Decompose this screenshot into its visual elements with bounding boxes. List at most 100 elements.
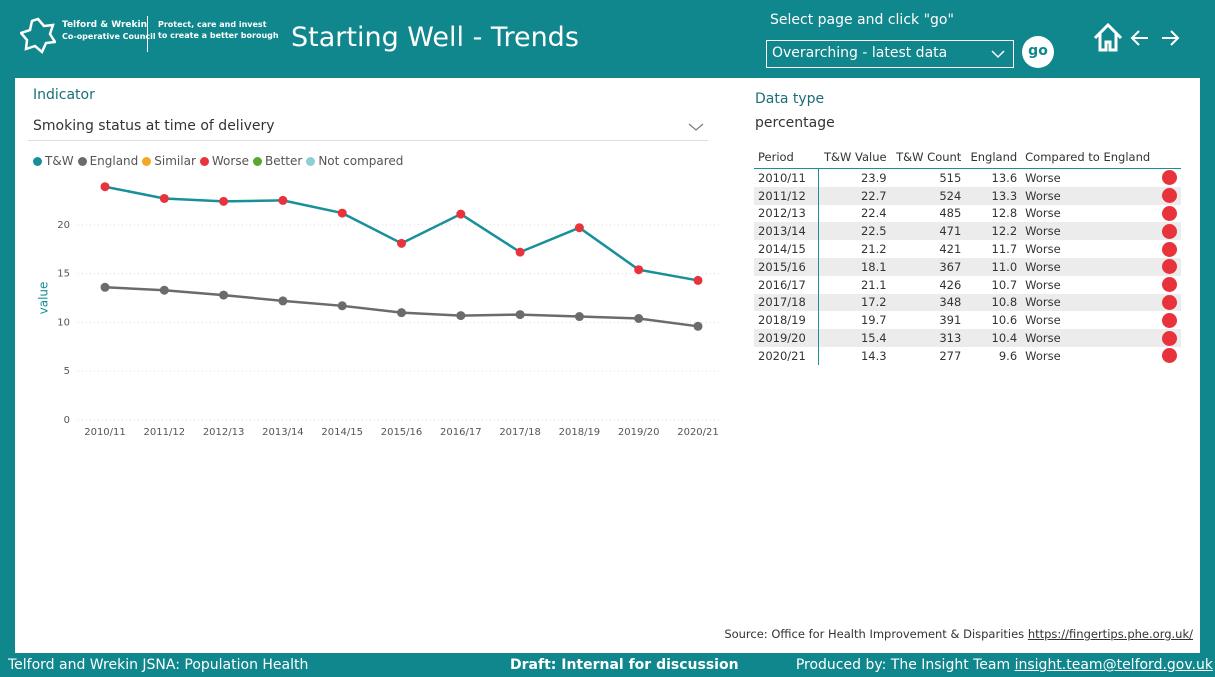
status-dot	[1162, 277, 1177, 293]
status-dot	[1162, 259, 1177, 275]
table-cell: 9.6	[998, 348, 1018, 363]
table-row: 2011/12 22.7 524 13.3 Worse	[754, 186, 1181, 205]
table-cell: Worse	[1025, 295, 1061, 310]
table-cell: 2011/12	[754, 186, 819, 205]
table-cell: 10.4	[991, 331, 1018, 346]
line-chart: 0 5 10 15 20 value 2010/11 2011/12 2012/13 2013/1…	[37, 182, 722, 438]
status-dot	[1162, 348, 1177, 364]
divider	[147, 16, 148, 52]
home-icon[interactable]	[1093, 22, 1123, 52]
indicator-dropdown[interactable]: Smoking status at time of delivery	[28, 112, 708, 141]
table-cell: Worse	[1025, 313, 1061, 328]
table-row: 2017/18 17.2 348 10.8 Worse	[754, 293, 1181, 312]
column-header: T&W Count	[890, 146, 966, 169]
table-row: 2014/15 21.2 421 11.7 Worse	[754, 240, 1181, 258]
table-row: 2012/13 22.4 485 12.8 Worse	[754, 204, 1181, 223]
column-header: T&W Value	[818, 146, 891, 169]
x-tick-label: 2015/16	[381, 427, 423, 438]
footer-email[interactable]: insight.team@telford.gov.uk	[1014, 657, 1213, 673]
status-cell	[1157, 347, 1181, 365]
table-cell: 12.2	[991, 224, 1018, 239]
series-line	[104, 185, 699, 282]
table-cell: 15.4	[860, 331, 887, 346]
y-tick-label: 0	[64, 415, 70, 426]
nav-icons	[1093, 22, 1180, 52]
legend-item: Not compared	[306, 154, 403, 168]
indicator-label: Indicator	[33, 87, 95, 103]
status-cell	[1157, 311, 1181, 329]
legend-label: Worse	[211, 154, 249, 168]
footer-left: Telford and Wrekin JSNA: Population Heal…	[8, 657, 309, 673]
table-cell: 2017/18	[754, 293, 819, 312]
footer-credit: Produced by: The Insight Team	[795, 657, 1011, 673]
table-cell: 14.3	[860, 348, 887, 363]
legend-item: Worse	[199, 154, 249, 168]
source-link[interactable]: https://fingertips.phe.org.uk/	[1027, 627, 1193, 641]
series-line	[104, 286, 699, 328]
table-cell: 23.9	[860, 170, 887, 185]
panel	[15, 78, 1200, 653]
table-row: 2019/20 15.4 313 10.4 Worse	[754, 329, 1181, 347]
legend-swatch	[306, 156, 316, 166]
table-cell: 2013/14	[754, 222, 819, 241]
status-dot	[1162, 223, 1177, 239]
table-cell: 2010/11	[754, 168, 819, 187]
legend-swatch	[252, 156, 262, 166]
chevron	[991, 50, 1005, 59]
column-header: Period	[754, 146, 819, 169]
column-header: Compared to England	[1021, 146, 1157, 169]
table-row: 2015/16 18.1 367 11.0 Worse	[754, 257, 1181, 276]
table-cell: 13.6	[991, 170, 1018, 185]
table-cell: 2019/20	[754, 329, 819, 347]
table-cell: 10.8	[991, 295, 1018, 310]
back-icon[interactable]	[1130, 30, 1148, 46]
x-tick-label: 2012/13	[203, 427, 245, 438]
legend-item: Similar	[142, 154, 196, 168]
page-dropdown[interactable]: Overarching - latest data	[766, 40, 1014, 68]
table-row: 2016/17 21.1 426 10.7 Worse	[754, 275, 1181, 294]
x-tick-label: 2014/15	[321, 427, 363, 438]
table-cell: Worse	[1025, 242, 1061, 257]
x-tick-label: 2017/18	[499, 427, 541, 438]
data-point	[693, 321, 703, 331]
status-cell	[1157, 240, 1181, 258]
table-cell: 12.8	[991, 206, 1018, 221]
status-cell	[1157, 329, 1181, 347]
table-cell: 421	[939, 242, 962, 257]
legend: T&W England Similar Worse Better Not compared	[33, 154, 407, 169]
table-header: Period T&W Value T&W Count England Compared …	[754, 146, 1181, 169]
logo-text: Co-operative Council	[62, 32, 156, 41]
table-cell: 2014/15	[754, 240, 819, 258]
data-point	[159, 193, 169, 203]
data-point	[634, 265, 644, 275]
data-point	[159, 285, 169, 295]
data-table: Period T&W Value T&W Count England Compared …	[754, 146, 1181, 365]
status-cell	[1157, 169, 1181, 187]
legend-item: Better	[252, 154, 303, 168]
table-cell: 10.6	[991, 313, 1018, 328]
table-cell: Worse	[1025, 331, 1061, 346]
table-cell: Worse	[1025, 206, 1061, 221]
y-tick-label: 15	[57, 269, 70, 280]
table-cell: Worse	[1025, 259, 1061, 274]
column-header-spacer	[1157, 146, 1181, 169]
table-cell: 367	[939, 259, 962, 274]
status-dot	[1162, 170, 1177, 186]
table-cell: 22.4	[860, 206, 887, 221]
table-cell: 21.1	[860, 277, 887, 292]
table-cell: 22.7	[860, 188, 887, 203]
data-point	[397, 238, 406, 248]
x-tick-label: 2010/11	[84, 427, 126, 438]
table-cell: 21.2	[860, 242, 887, 257]
data-point	[574, 223, 584, 233]
go-button[interactable]: go	[1022, 36, 1054, 68]
legend-label: Better	[264, 154, 303, 168]
data-type-label: Data type	[755, 91, 825, 107]
data-point	[515, 310, 525, 320]
legend-label: T&W	[45, 154, 74, 168]
data-point	[397, 308, 406, 318]
legend-label: England	[89, 154, 139, 168]
data-point	[278, 296, 288, 306]
forward-icon[interactable]	[1162, 30, 1180, 46]
y-tick-label: 5	[64, 366, 70, 377]
